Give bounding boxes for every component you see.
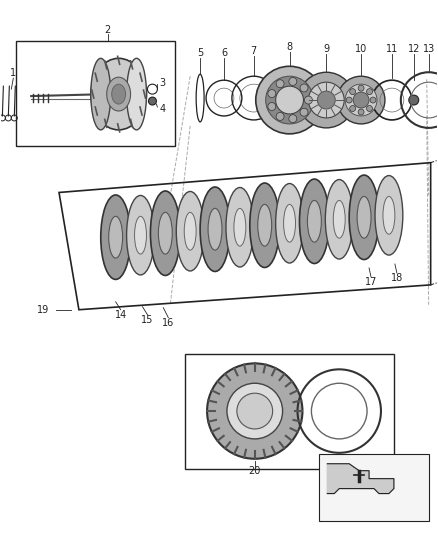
Text: 8: 8 (286, 43, 293, 52)
Text: 17: 17 (365, 277, 377, 287)
Circle shape (300, 108, 308, 116)
Circle shape (304, 96, 312, 104)
Ellipse shape (300, 179, 329, 263)
Circle shape (276, 112, 284, 120)
Text: 15: 15 (141, 314, 154, 325)
Ellipse shape (150, 191, 180, 276)
Ellipse shape (226, 188, 254, 267)
Ellipse shape (184, 212, 196, 250)
Text: 16: 16 (162, 318, 174, 328)
Circle shape (298, 72, 354, 128)
Circle shape (268, 90, 276, 98)
Circle shape (289, 115, 297, 123)
Circle shape (370, 97, 376, 103)
Ellipse shape (107, 77, 131, 111)
Circle shape (289, 77, 297, 85)
Ellipse shape (383, 197, 395, 234)
Text: 21: 21 (343, 466, 355, 475)
Circle shape (346, 97, 352, 103)
Ellipse shape (208, 208, 222, 250)
Text: 11: 11 (386, 44, 398, 54)
Circle shape (358, 85, 364, 91)
Ellipse shape (325, 180, 353, 259)
Text: 18: 18 (391, 273, 403, 283)
Text: 3: 3 (159, 78, 166, 88)
Ellipse shape (112, 84, 126, 104)
Ellipse shape (276, 183, 304, 263)
Ellipse shape (234, 208, 246, 246)
Text: 6: 6 (221, 49, 227, 58)
Text: 20: 20 (249, 466, 261, 475)
Ellipse shape (333, 200, 345, 238)
Circle shape (256, 66, 323, 134)
Ellipse shape (159, 212, 172, 254)
Circle shape (350, 88, 356, 95)
Ellipse shape (349, 175, 379, 260)
Circle shape (337, 76, 385, 124)
Text: 4: 4 (159, 104, 166, 114)
Circle shape (300, 84, 308, 92)
Ellipse shape (101, 195, 131, 279)
Ellipse shape (176, 191, 204, 271)
Circle shape (367, 88, 372, 95)
Circle shape (268, 102, 276, 110)
Circle shape (367, 106, 372, 111)
Circle shape (237, 393, 273, 429)
Text: 2: 2 (105, 25, 111, 35)
Ellipse shape (307, 200, 321, 242)
Circle shape (148, 97, 156, 105)
Text: 14: 14 (114, 310, 127, 320)
Text: 12: 12 (408, 44, 420, 54)
Text: 1: 1 (10, 68, 16, 78)
Circle shape (358, 109, 364, 115)
Circle shape (409, 95, 419, 105)
Circle shape (266, 76, 314, 124)
Circle shape (345, 84, 377, 116)
Text: 13: 13 (423, 44, 435, 54)
Ellipse shape (283, 204, 296, 242)
Circle shape (207, 364, 303, 459)
Ellipse shape (91, 58, 146, 130)
Ellipse shape (91, 58, 111, 130)
Ellipse shape (200, 187, 230, 271)
Ellipse shape (357, 197, 371, 238)
Text: 10: 10 (355, 44, 367, 54)
Ellipse shape (127, 196, 155, 275)
Text: 9: 9 (323, 44, 329, 54)
Circle shape (318, 91, 335, 109)
Circle shape (227, 383, 283, 439)
Circle shape (276, 80, 284, 88)
Circle shape (350, 106, 356, 111)
Text: 19: 19 (37, 305, 49, 314)
Ellipse shape (250, 183, 279, 268)
Ellipse shape (127, 58, 146, 130)
Text: 5: 5 (197, 49, 203, 58)
Ellipse shape (109, 216, 123, 258)
Bar (319, 454, 429, 521)
Circle shape (276, 86, 304, 114)
Ellipse shape (134, 216, 146, 254)
Circle shape (353, 92, 369, 108)
Text: 7: 7 (251, 46, 257, 56)
Ellipse shape (258, 204, 272, 246)
Polygon shape (327, 464, 394, 494)
Bar (16, 42, 175, 146)
Ellipse shape (375, 175, 403, 255)
Circle shape (308, 82, 344, 118)
